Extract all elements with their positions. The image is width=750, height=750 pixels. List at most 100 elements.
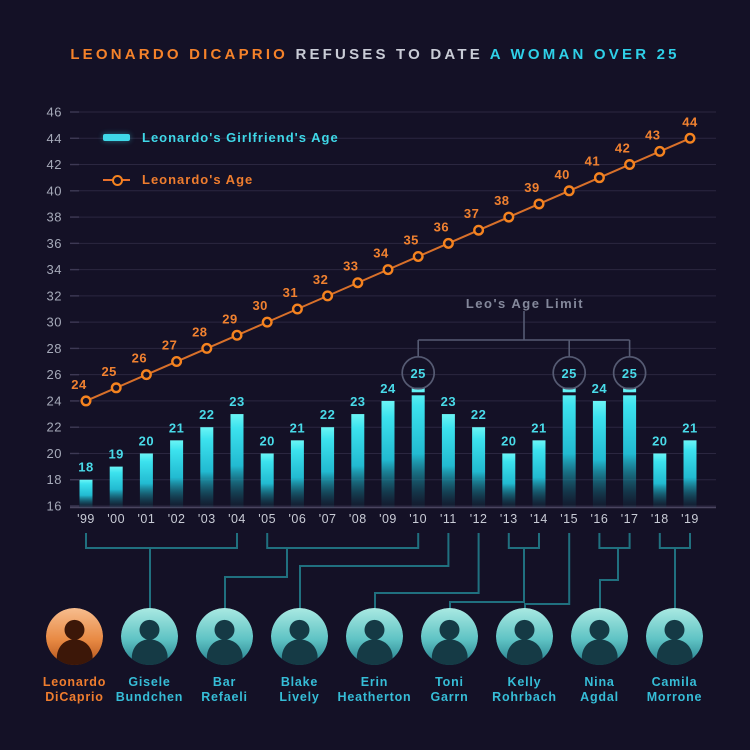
- svg-text:'04: '04: [228, 512, 246, 526]
- person-name: Kelly Rohrbach: [492, 675, 557, 705]
- svg-text:'19: '19: [681, 512, 699, 526]
- svg-text:42: 42: [615, 141, 630, 156]
- svg-text:'11: '11: [440, 512, 457, 526]
- person-last-name: Agdal: [580, 690, 619, 704]
- connector-'99-to-person: [85, 533, 238, 610]
- svg-text:18: 18: [47, 472, 62, 487]
- bar-'04: [230, 414, 244, 508]
- svg-text:20: 20: [501, 433, 516, 448]
- svg-text:26: 26: [132, 351, 147, 366]
- svg-text:44: 44: [682, 114, 698, 129]
- person-camila-morrone: Camila Morrone: [637, 608, 712, 705]
- svg-text:38: 38: [47, 210, 62, 225]
- page-title: LEONARDO DICAPRIO REFUSES TO DATE A WOMA…: [0, 46, 750, 63]
- axis-labels: 16 18 20 22 24 26 28 30 32 34 36 38 40 42 44 46 '99 '00 '0…: [47, 105, 699, 526]
- svg-text:21: 21: [531, 420, 546, 435]
- svg-text:22: 22: [47, 420, 62, 435]
- person-last-name: DiCaprio: [45, 690, 104, 704]
- svg-text:'13: '13: [500, 512, 518, 526]
- svg-text:'03: '03: [198, 512, 216, 526]
- camila-morrone-photo: [646, 608, 703, 665]
- leo-age-point-'10: [412, 250, 424, 262]
- person-first-name: Bar: [212, 675, 237, 689]
- svg-text:32: 32: [47, 288, 62, 303]
- svg-text:40: 40: [554, 167, 569, 182]
- toni-garrn-photo: [421, 608, 478, 665]
- leo-age-point-'19: [684, 132, 696, 144]
- leonardo-dicaprio-photo: [46, 608, 103, 665]
- svg-text:29: 29: [222, 311, 237, 326]
- svg-text:19: 19: [108, 447, 123, 462]
- svg-text:'07: '07: [319, 512, 337, 526]
- person-erin-heatherton: Erin Heatherton: [337, 608, 412, 705]
- person-last-name: Refaeli: [201, 690, 248, 704]
- leo-age-point-'16: [593, 172, 605, 184]
- svg-text:24: 24: [380, 381, 396, 396]
- svg-text:35: 35: [403, 232, 418, 247]
- leo-age-point-'04: [231, 329, 243, 341]
- person-first-name: Toni: [435, 675, 464, 689]
- connector-'05-to-person: [224, 533, 420, 610]
- person-nina-agdal: Nina Agdal: [562, 608, 637, 705]
- leo-age-point-'01: [140, 369, 152, 381]
- svg-text:'00: '00: [107, 512, 125, 526]
- blake-lively-photo: [271, 608, 328, 665]
- person-name: Leonardo DiCaprio: [43, 675, 106, 705]
- leo-age-point-'02: [171, 356, 183, 368]
- bar-'06: [290, 440, 304, 508]
- person-last-name: Morrone: [646, 690, 703, 704]
- leo-age-point-'08: [352, 277, 364, 289]
- legend-item-leonardo-age: Leonardo's Age: [103, 170, 339, 188]
- person-first-name: Erin: [360, 675, 389, 689]
- person-name: Erin Heatherton: [338, 675, 412, 705]
- leo-age-point-'09: [382, 264, 394, 276]
- svg-text:'14: '14: [530, 512, 548, 526]
- bar-'01: [139, 453, 153, 508]
- connector-'11-to-person: [299, 533, 450, 610]
- svg-text:'18: '18: [651, 512, 669, 526]
- bar-swatch-icon: [103, 133, 130, 141]
- age-limit-label: Leo's Age Limit: [465, 296, 585, 311]
- svg-text:'17: '17: [621, 512, 639, 526]
- leo-age-point-'13: [503, 211, 515, 223]
- svg-text:23: 23: [350, 394, 365, 409]
- leo-age-point-'05: [261, 316, 273, 328]
- svg-text:21: 21: [169, 420, 184, 435]
- svg-text:23: 23: [441, 394, 456, 409]
- svg-text:'02: '02: [168, 512, 186, 526]
- title-a-woman-over-25: A WOMAN OVER 25: [489, 46, 680, 63]
- connector-'12-to-person: [374, 533, 480, 610]
- legend-label-leonardo-age: Leonardo's Age: [142, 171, 254, 187]
- svg-text:36: 36: [47, 236, 62, 251]
- legend-label-girlfriend-age: Leonardo's Girlfriend's Age: [142, 129, 339, 145]
- leonardo-age-line: 24 25 26 27 28 29 30 31 32 33 34 35 36 37 38 39 40 41 42 43…: [71, 114, 698, 407]
- bar-'11: [441, 414, 455, 508]
- leo-age-point-'07: [322, 290, 334, 302]
- person-last-name: Bundchen: [115, 690, 184, 704]
- leo-age-point-'17: [624, 159, 636, 171]
- bar-'03: [200, 427, 214, 508]
- svg-text:'09: '09: [379, 512, 397, 526]
- person-last-name: Heatherton: [337, 690, 412, 704]
- bar-'12: [472, 427, 486, 508]
- person-name: Bar Refaeli: [201, 675, 248, 705]
- bar-'99: [79, 479, 93, 508]
- bar-refaeli-photo: [196, 608, 253, 665]
- erin-heatherton-photo: [346, 608, 403, 665]
- chart-legend: Leonardo's Girlfriend's Age Leonardo's A…: [103, 128, 339, 212]
- bar-'15: [562, 387, 576, 508]
- leo-age-point-'03: [201, 342, 213, 354]
- svg-text:22: 22: [320, 407, 335, 422]
- svg-text:'05: '05: [258, 512, 276, 526]
- person-last-name: Rohrbach: [492, 690, 557, 704]
- person-leonardo-dicaprio: Leonardo DiCaprio: [37, 608, 112, 705]
- svg-text:25: 25: [410, 366, 425, 381]
- leo-age-point-'11: [442, 237, 454, 249]
- person-first-name: Blake: [280, 675, 319, 689]
- person-blake-lively: Blake Lively: [262, 608, 337, 705]
- svg-text:20: 20: [47, 446, 62, 461]
- person-first-name: Leonardo: [42, 675, 107, 689]
- person-gisele-bundchen: Gisele Bundchen: [112, 608, 187, 705]
